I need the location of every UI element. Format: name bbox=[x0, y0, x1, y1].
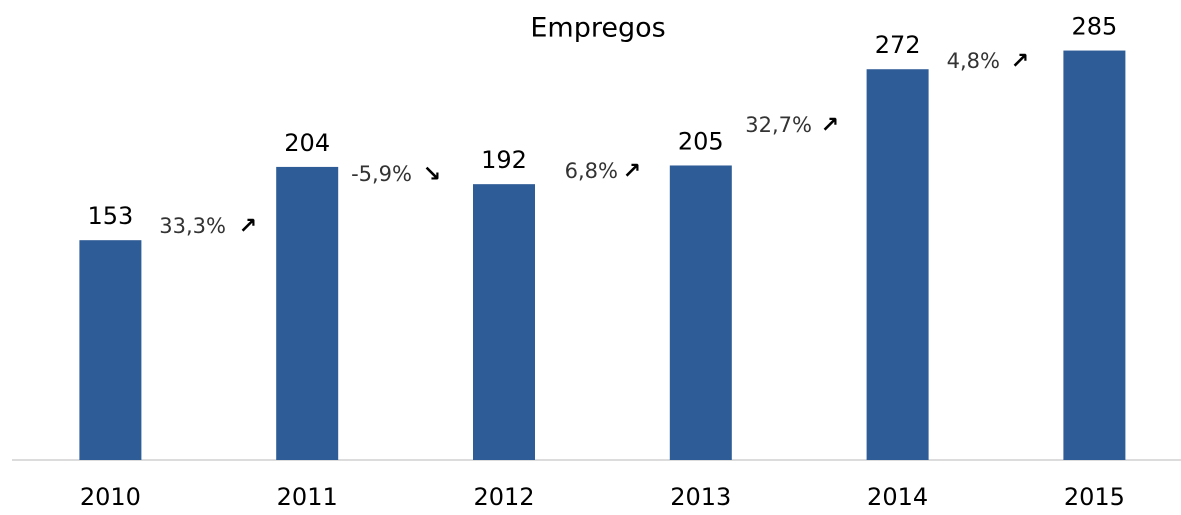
x-tick-label: 2014 bbox=[867, 483, 928, 511]
x-tick-label: 2010 bbox=[80, 483, 141, 511]
value-label: 192 bbox=[481, 146, 527, 174]
bar bbox=[1063, 50, 1126, 461]
growth-arrow: ↗ bbox=[623, 159, 641, 184]
growth-arrow: ↗ bbox=[1011, 49, 1029, 74]
bar bbox=[79, 240, 142, 460]
x-tick-label: 2011 bbox=[277, 483, 338, 511]
x-tick-label: 2015 bbox=[1064, 483, 1125, 511]
growth-label: 4,8% bbox=[947, 49, 1000, 73]
bar bbox=[473, 184, 535, 460]
growth-label: 32,7% bbox=[745, 113, 812, 137]
growth-label: -5,9% bbox=[351, 162, 412, 186]
growth-arrow: ↘ bbox=[423, 162, 441, 187]
growth-arrow: ↗ bbox=[239, 214, 257, 239]
bar bbox=[669, 165, 732, 460]
growth-label: 33,3% bbox=[159, 214, 226, 238]
x-tick-label: 2013 bbox=[670, 483, 731, 511]
chart-title: Empregos bbox=[530, 13, 665, 44]
x-tick-label: 2012 bbox=[473, 483, 534, 511]
bar bbox=[866, 69, 929, 460]
growth-label: 6,8% bbox=[565, 159, 618, 183]
value-label: 272 bbox=[875, 31, 921, 59]
value-label: 153 bbox=[87, 202, 133, 230]
value-label: 204 bbox=[284, 129, 330, 157]
value-label: 205 bbox=[678, 127, 724, 155]
value-label: 285 bbox=[1071, 13, 1117, 41]
growth-arrow: ↗ bbox=[821, 113, 839, 138]
bar bbox=[276, 166, 339, 461]
